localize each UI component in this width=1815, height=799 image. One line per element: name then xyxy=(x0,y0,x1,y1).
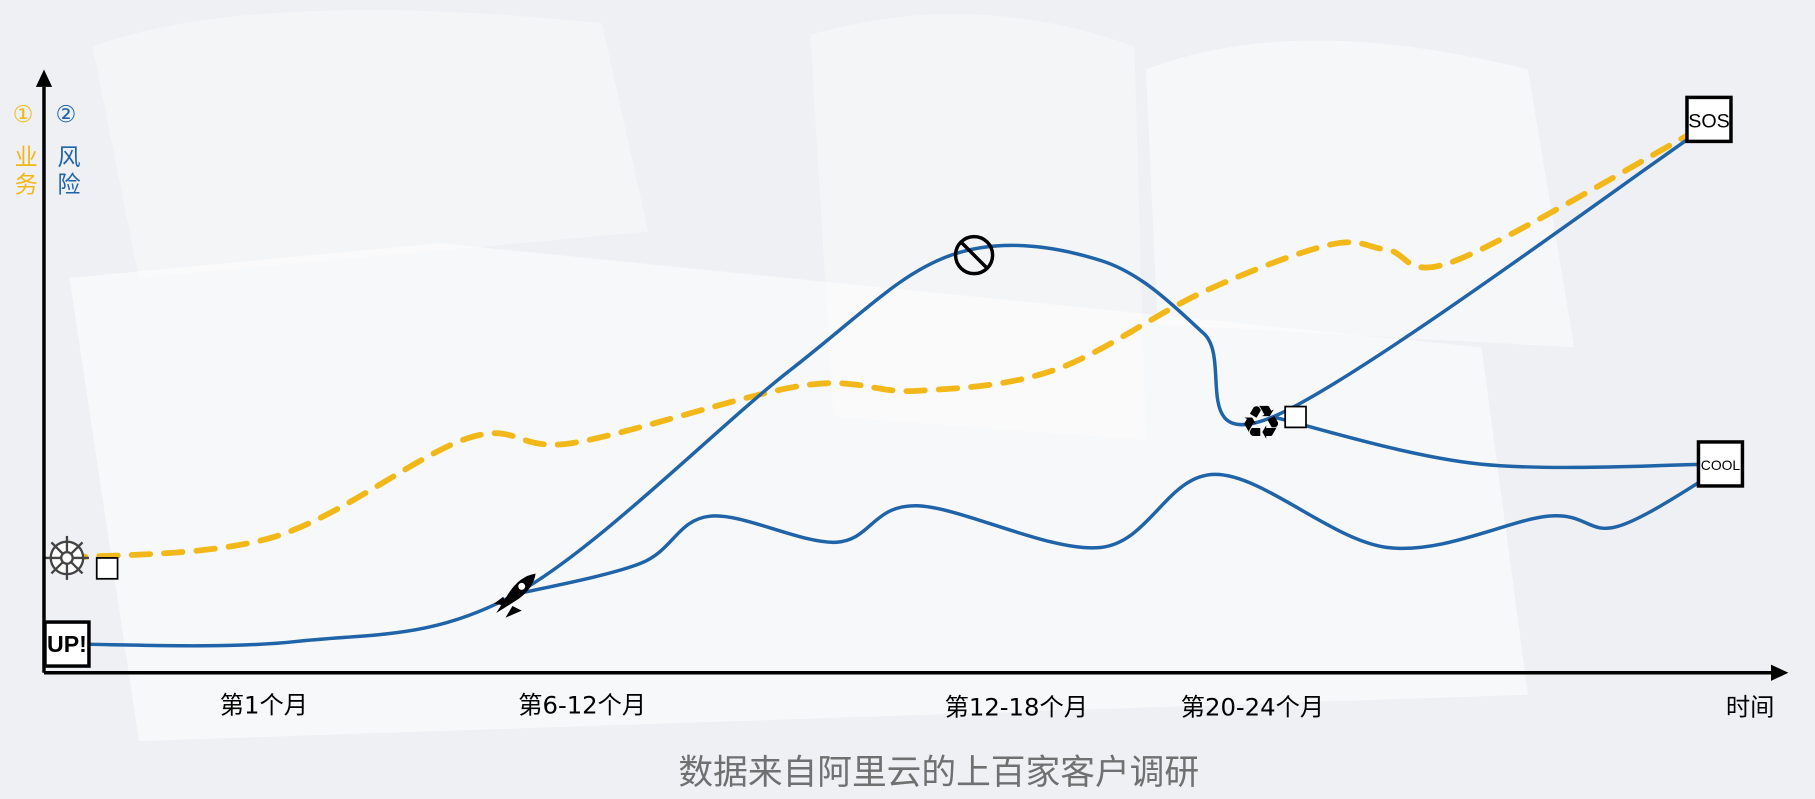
small-square-icon xyxy=(95,557,119,580)
x-tick-label: 第6-12个月 xyxy=(518,690,646,719)
prohibited-icon xyxy=(953,234,995,276)
y-axis-label-risk: ② 风险 xyxy=(53,102,81,200)
x-tick-label: 第20-24个月 xyxy=(1181,693,1324,722)
small-square-icon xyxy=(1284,405,1307,429)
cool-box-icon: COOL xyxy=(1696,440,1745,488)
y-axis-arrow-icon xyxy=(35,69,53,87)
recycle-icon: ♻ xyxy=(1240,395,1282,449)
x-tick-label: 第1个月 xyxy=(220,690,308,719)
y-axis xyxy=(35,69,53,673)
svg-text:COOL: COOL xyxy=(1701,457,1741,473)
x-axis-label: 时间 xyxy=(1726,693,1775,722)
x-axis-arrow-icon xyxy=(1771,664,1789,681)
business-line-0 xyxy=(64,126,1701,561)
plot-area: UP! ♻ SOS COOL xyxy=(43,95,1745,668)
svg-text:SOS: SOS xyxy=(1688,111,1730,133)
sos-box-icon: SOS xyxy=(1685,95,1733,144)
y-axis-label-business: ① 业务 xyxy=(10,102,37,200)
wheel-icon xyxy=(44,535,89,580)
risk-line-3 xyxy=(513,467,1723,597)
x-tick-label: 第12-18个月 xyxy=(945,693,1088,722)
x-axis xyxy=(43,664,1789,681)
svg-text:UP!: UP! xyxy=(47,631,87,657)
svg-text:♻: ♻ xyxy=(1240,395,1282,449)
chart-caption: 数据来自阿里云的上百家客户调研 xyxy=(678,753,1199,793)
risk-line-2 xyxy=(1270,415,1723,470)
up-box-icon: UP! xyxy=(43,620,91,668)
rocket-icon xyxy=(493,573,536,618)
